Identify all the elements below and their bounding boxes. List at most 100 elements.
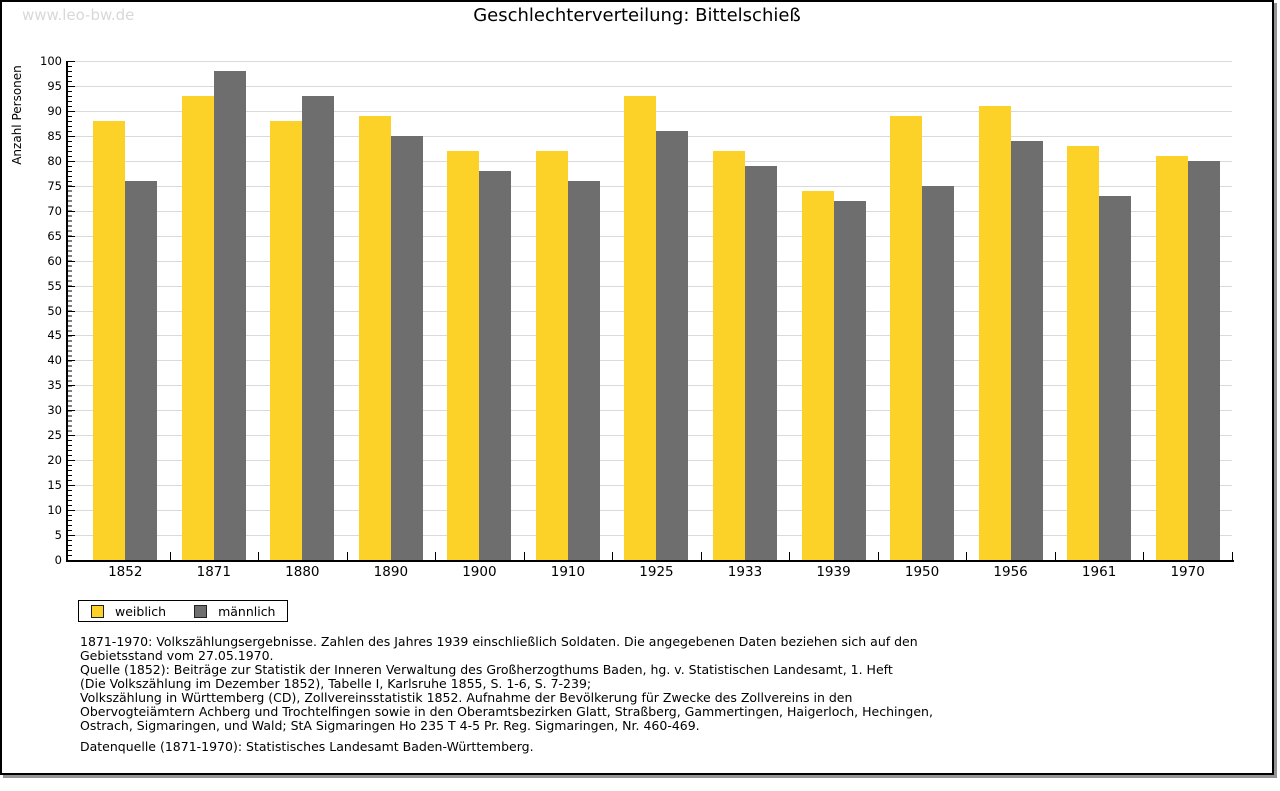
x-label-1950: 1950 bbox=[904, 564, 940, 580]
x-label-1880: 1880 bbox=[285, 564, 320, 580]
bar-männlich-1939 bbox=[833, 200, 866, 560]
y-major-tick bbox=[68, 260, 75, 262]
source-note-line: Obervogteiämtern Achberg und Trochtelfin… bbox=[80, 704, 933, 719]
x-label-1956: 1956 bbox=[993, 564, 1028, 580]
bar-männlich-1933 bbox=[744, 165, 777, 560]
x-label-1925: 1925 bbox=[639, 564, 674, 580]
bar-group-1890 bbox=[347, 61, 436, 560]
chart-title: Geschlechterverteilung: Bittelschieß bbox=[473, 5, 801, 26]
bar-group-1925 bbox=[612, 61, 701, 560]
y-tick-label: 15 bbox=[47, 478, 62, 493]
source-note-line: Volkszählung in Württemberg (CD), Zollve… bbox=[80, 690, 853, 705]
legend-item-weiblich: weiblich bbox=[91, 604, 166, 619]
bar-weiblich-1871 bbox=[181, 95, 214, 560]
maennlich-color-swatch bbox=[194, 604, 208, 618]
x-axis-tick bbox=[1143, 552, 1145, 560]
y-major-tick bbox=[68, 335, 75, 337]
y-major-tick bbox=[68, 535, 75, 537]
y-major-tick bbox=[68, 235, 75, 237]
y-major-tick bbox=[68, 385, 75, 387]
bar-weiblich-1925 bbox=[624, 95, 657, 560]
y-tick-label: 100 bbox=[40, 54, 62, 68]
y-tick-label: 95 bbox=[47, 78, 62, 93]
source-note-line: Ostrach, Sigmaringen, und Wald; StA Sigm… bbox=[80, 718, 700, 733]
x-label-1961: 1961 bbox=[1081, 564, 1117, 580]
y-tick-label: 45 bbox=[47, 328, 62, 343]
legend-label-maennlich: männlich bbox=[218, 603, 276, 619]
y-tick-label: 35 bbox=[47, 378, 62, 393]
bars-layer bbox=[81, 61, 1232, 560]
y-major-tick bbox=[68, 435, 75, 437]
plot-area bbox=[68, 61, 1233, 561]
y-major-tick bbox=[68, 85, 75, 87]
y-tick-label: 25 bbox=[47, 428, 62, 443]
y-major-tick bbox=[68, 135, 75, 137]
bar-weiblich-1933 bbox=[712, 150, 745, 560]
weiblich-color-swatch bbox=[91, 604, 104, 618]
y-tick-label: 30 bbox=[47, 403, 62, 418]
bar-group-1880 bbox=[258, 61, 347, 560]
bar-männlich-1925 bbox=[656, 130, 689, 560]
bar-männlich-1956 bbox=[1010, 140, 1043, 560]
bar-group-1950 bbox=[878, 61, 967, 560]
x-label-1970: 1970 bbox=[1170, 564, 1205, 580]
x-axis-tick bbox=[700, 552, 702, 560]
x-label-1871: 1871 bbox=[196, 564, 231, 580]
bar-weiblich-1852 bbox=[93, 120, 126, 560]
y-tick-label: 20 bbox=[47, 453, 62, 468]
y-tick-label: 10 bbox=[47, 503, 62, 518]
y-axis-line bbox=[66, 61, 68, 562]
y-major-tick bbox=[68, 160, 75, 162]
bar-group-1852 bbox=[81, 61, 170, 560]
y-tick-label: 75 bbox=[47, 178, 62, 193]
bar-männlich-1871 bbox=[213, 70, 246, 560]
x-label-1900: 1900 bbox=[462, 564, 497, 580]
bar-group-1956 bbox=[966, 61, 1055, 560]
bar-männlich-1852 bbox=[125, 180, 158, 560]
bar-männlich-1900 bbox=[479, 170, 512, 560]
bar-weiblich-1910 bbox=[535, 150, 568, 560]
bar-group-1910 bbox=[524, 61, 613, 560]
gridline bbox=[68, 85, 1232, 87]
bar-weiblich-1890 bbox=[358, 115, 391, 560]
watermark-text: www.leo-bw.de bbox=[22, 6, 135, 24]
y-major-tick bbox=[68, 310, 75, 312]
source-note-line: Quelle (1852): Beiträge zur Statistik de… bbox=[80, 662, 893, 677]
x-axis-tick bbox=[346, 552, 348, 560]
y-major-tick bbox=[68, 61, 75, 62]
y-tick-label: 70 bbox=[47, 203, 62, 218]
x-label-1852: 1852 bbox=[108, 564, 143, 580]
x-label-row: 1852 1871 1880 1890 1900 1910 1925 1933 1939 1950… bbox=[81, 564, 1232, 580]
gridline bbox=[68, 61, 1232, 62]
bar-männlich-1890 bbox=[390, 135, 423, 560]
bar-group-1961 bbox=[1055, 61, 1144, 560]
y-major-tick bbox=[68, 560, 75, 561]
y-tick-label: 50 bbox=[47, 303, 62, 318]
x-axis-line bbox=[66, 560, 1234, 562]
source-note-line: Gebietsstand vom 27.05.1970. bbox=[80, 648, 274, 663]
bar-männlich-1961 bbox=[1099, 195, 1132, 560]
x-label-1933: 1933 bbox=[727, 564, 763, 580]
y-tick-label: 0 bbox=[54, 553, 62, 567]
y-major-tick bbox=[68, 485, 75, 487]
y-major-tick bbox=[68, 110, 75, 112]
y-tick-label: 40 bbox=[47, 353, 62, 368]
x-axis-tick bbox=[169, 552, 171, 560]
x-axis-tick bbox=[523, 552, 525, 560]
y-tick-label: 5 bbox=[54, 528, 62, 543]
bar-weiblich-1970 bbox=[1155, 155, 1188, 560]
y-major-tick bbox=[68, 410, 75, 412]
legend-item-maennlich: männlich bbox=[194, 604, 275, 619]
x-axis-tick bbox=[966, 552, 968, 560]
y-major-tick bbox=[68, 185, 75, 187]
y-major-tick bbox=[68, 285, 75, 287]
y-tick-label: 90 bbox=[47, 103, 62, 118]
source-note: 1871-1970: Volkszählungsergebnisse. Zahl… bbox=[80, 635, 1210, 733]
bar-männlich-1910 bbox=[567, 180, 600, 560]
bar-weiblich-1900 bbox=[447, 150, 480, 560]
bar-männlich-1950 bbox=[922, 185, 955, 560]
footer-notes: 1871-1970: Volkszählungsergebnisse. Zahl… bbox=[80, 635, 1210, 754]
bar-weiblich-1880 bbox=[270, 120, 303, 560]
x-axis-tick bbox=[1232, 552, 1233, 560]
bar-weiblich-1950 bbox=[890, 115, 923, 560]
